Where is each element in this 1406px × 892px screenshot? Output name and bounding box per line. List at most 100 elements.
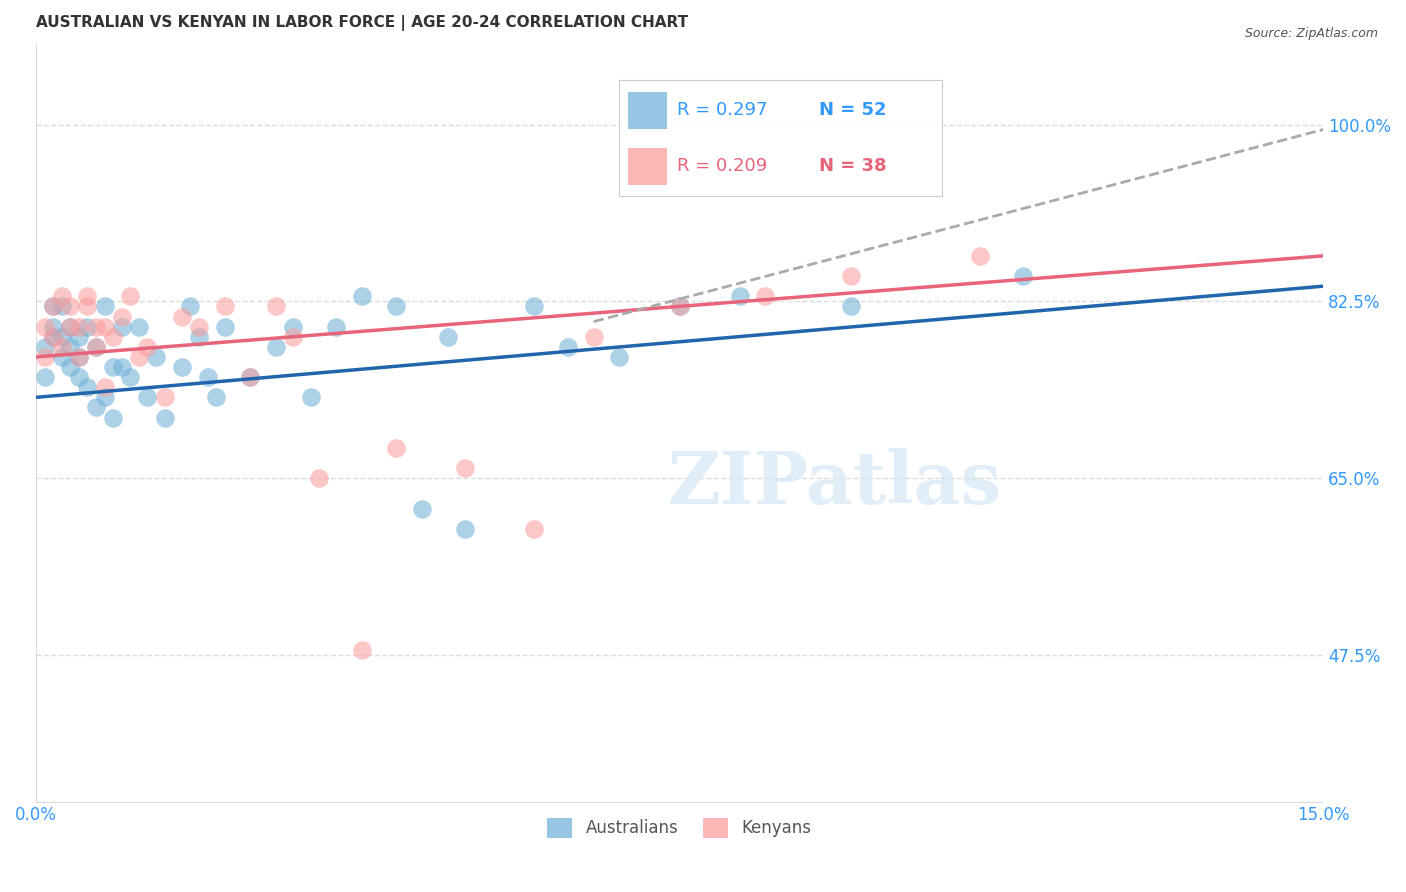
Point <box>42 300 65 314</box>
Point <box>67 350 90 364</box>
Point <box>67 319 90 334</box>
Point <box>437 329 460 343</box>
Point <box>51 350 73 364</box>
Point <box>557 340 579 354</box>
Point <box>839 300 862 314</box>
Point <box>42 329 65 343</box>
Bar <box>628 147 668 185</box>
Point <box>839 269 862 284</box>
Point <box>145 350 167 364</box>
Point <box>350 643 373 657</box>
Point <box>188 329 211 343</box>
Point <box>111 319 134 334</box>
Point <box>34 370 56 384</box>
Point <box>101 410 124 425</box>
Text: AUSTRALIAN VS KENYAN IN LABOR FORCE | AGE 20-24 CORRELATION CHART: AUSTRALIAN VS KENYAN IN LABOR FORCE | AG… <box>37 15 688 31</box>
Bar <box>628 92 668 129</box>
Point <box>299 390 322 404</box>
Point <box>179 300 201 314</box>
Point <box>67 350 90 364</box>
Point <box>76 319 98 334</box>
Point <box>214 319 236 334</box>
Point <box>308 471 330 485</box>
Point <box>111 359 134 374</box>
Point <box>170 310 193 324</box>
Point <box>76 380 98 394</box>
Point <box>34 350 56 364</box>
Point <box>93 390 115 404</box>
Point <box>264 300 287 314</box>
Point <box>128 319 150 334</box>
Point <box>120 289 142 303</box>
Point <box>51 329 73 343</box>
Point <box>188 319 211 334</box>
Point <box>454 461 477 475</box>
Point <box>59 319 82 334</box>
Text: N = 38: N = 38 <box>820 157 887 175</box>
Point <box>59 359 82 374</box>
Point <box>34 319 56 334</box>
Text: R = 0.297: R = 0.297 <box>676 102 768 120</box>
Point <box>76 289 98 303</box>
Point <box>84 340 107 354</box>
Point <box>523 300 546 314</box>
Point <box>153 410 176 425</box>
Point <box>239 370 262 384</box>
Point <box>59 340 82 354</box>
Point <box>411 501 433 516</box>
Point <box>214 300 236 314</box>
Point <box>59 319 82 334</box>
Point <box>42 300 65 314</box>
Point <box>59 300 82 314</box>
Point <box>153 390 176 404</box>
Point <box>350 289 373 303</box>
Point <box>385 441 408 455</box>
Point <box>197 370 219 384</box>
Point <box>264 340 287 354</box>
Point <box>34 340 56 354</box>
Point <box>385 300 408 314</box>
Point <box>84 340 107 354</box>
Point <box>67 370 90 384</box>
Point <box>582 329 605 343</box>
Text: Source: ZipAtlas.com: Source: ZipAtlas.com <box>1244 27 1378 40</box>
Legend: Australians, Kenyans: Australians, Kenyans <box>538 809 820 847</box>
Point <box>101 329 124 343</box>
Point <box>76 300 98 314</box>
Point <box>101 359 124 374</box>
Point <box>136 340 159 354</box>
Point <box>42 319 65 334</box>
Point <box>170 359 193 374</box>
Point <box>1011 269 1033 284</box>
Point <box>128 350 150 364</box>
Point <box>205 390 228 404</box>
Point <box>51 289 73 303</box>
Point <box>136 390 159 404</box>
Point <box>239 370 262 384</box>
Point <box>93 300 115 314</box>
Point <box>283 319 305 334</box>
Point <box>51 340 73 354</box>
Point <box>283 329 305 343</box>
Point <box>668 300 690 314</box>
Text: ZIPatlas: ZIPatlas <box>666 448 1001 519</box>
Point <box>523 522 546 536</box>
Point <box>120 370 142 384</box>
Point <box>454 522 477 536</box>
Point <box>609 350 631 364</box>
Text: N = 52: N = 52 <box>820 102 887 120</box>
Point <box>668 300 690 314</box>
Point <box>51 300 73 314</box>
Point <box>93 380 115 394</box>
Point <box>84 401 107 415</box>
Point <box>754 289 776 303</box>
Point <box>42 329 65 343</box>
Point <box>969 249 991 263</box>
Point <box>93 319 115 334</box>
Point <box>84 319 107 334</box>
Point <box>111 310 134 324</box>
Point <box>728 289 751 303</box>
Point <box>67 329 90 343</box>
Point <box>325 319 347 334</box>
Text: R = 0.209: R = 0.209 <box>676 157 768 175</box>
